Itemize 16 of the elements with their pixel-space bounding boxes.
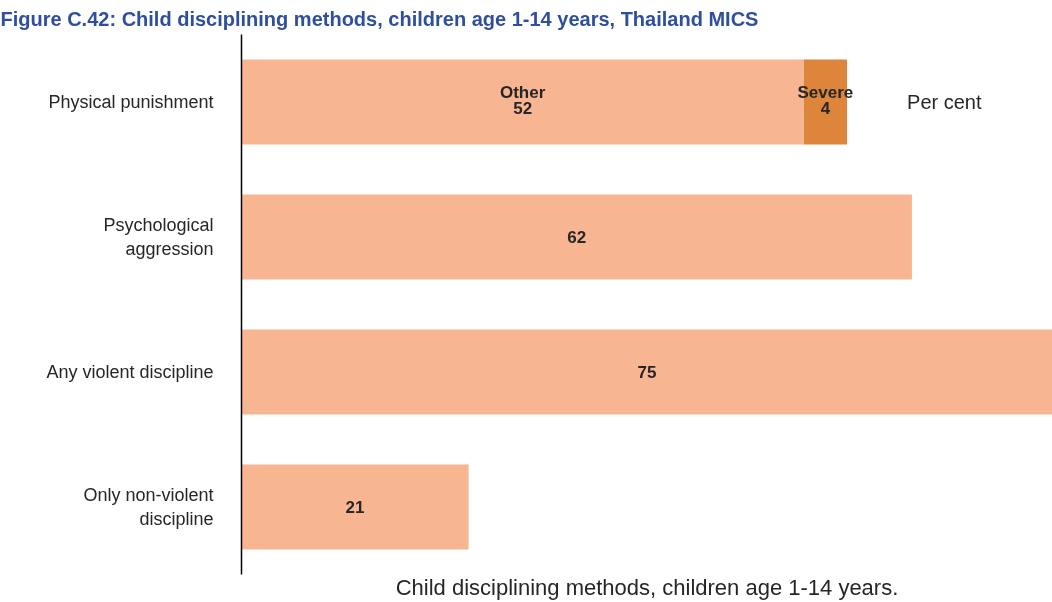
bar: [241, 464, 469, 550]
data-label: 62: [567, 228, 587, 247]
series-label: Other: [499, 83, 546, 102]
y-tick-label: Only non-violent discipline: [83, 485, 214, 529]
data-label: 75: [637, 363, 657, 382]
data-label: 4: [820, 99, 831, 118]
x-axis-title: Child disciplining methods, children age 1-14 years.: [395, 574, 899, 600]
y-tick-label: Physical punishment: [48, 92, 214, 112]
bar: [241, 329, 1052, 415]
y-tick-label: Any violent discipline: [46, 362, 214, 382]
bar: [241, 194, 912, 280]
y-tick-label: Psychological aggression: [103, 215, 214, 259]
data-label: 21: [345, 498, 365, 517]
chart-title: Figure C.42: Child disciplining methods, children age 1-14 years, Thailand MICS: [0, 7, 759, 30]
annotation: Per cent: [907, 91, 982, 113]
data-label: 52: [513, 99, 533, 118]
